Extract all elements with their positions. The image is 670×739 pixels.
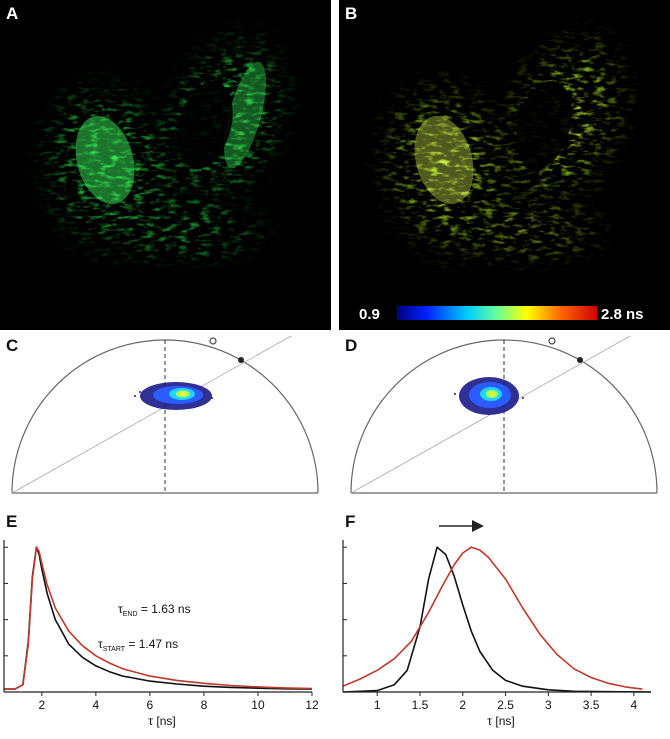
e-x-tick-label: 6: [147, 698, 154, 712]
panel-b-cells: 0.9 2.8 ns: [359, 13, 644, 323]
reference-open-circle: [209, 337, 217, 345]
phasor-cloud-c: [134, 382, 213, 410]
e-x-tick-label: 8: [201, 698, 208, 712]
phasor-plot-d: [350, 330, 658, 494]
tau-end-annotation: τEND = 1.63 ns: [118, 602, 191, 618]
tau-start-annotation: τSTART = 1.47 ns: [98, 637, 178, 653]
panel-d-label: D: [345, 336, 358, 355]
lifetime-histogram-chart: 1 1.5 2 2.5 3 3.5 4 τ [ns]: [342, 520, 652, 728]
panel-c-label: C: [6, 336, 19, 355]
panel-e-decay: 2 4 6 8 10 12 τEND = 1.63 ns τSTART = 1.47 ns…: [0, 512, 331, 734]
e-x-tick-label: 4: [93, 698, 100, 712]
panel-b-label: B: [345, 4, 358, 23]
panel-f-label: F: [345, 512, 356, 531]
f-x-tick-label: 2: [459, 698, 466, 712]
panel-a-micrograph: A: [0, 0, 331, 330]
f-x-tick-label: 4: [631, 698, 638, 712]
panel-f-histogram: 1 1.5 2 2.5 3 3.5 4 τ [ns] F: [339, 512, 670, 734]
colorbar-min-label: 0.9: [359, 306, 380, 323]
e-series-line-0: [4, 546, 313, 690]
reference-filled-circle: [238, 357, 244, 363]
f-x-tick-label: 3.5: [583, 698, 600, 712]
e-series-line-1: [4, 546, 313, 690]
colorbar-max-label: 2.8 ns: [601, 306, 644, 323]
reference-open-circle: [548, 337, 556, 345]
f-x-axis-label: τ [ns]: [487, 714, 514, 728]
phasor-cloud-d: [454, 377, 524, 415]
panel-b-micrograph: 0.9 2.8 ns B: [339, 0, 670, 330]
f-series-line-1: [342, 546, 643, 690]
phasor-plot-c: [11, 330, 319, 494]
panel-d-phasor: D: [339, 330, 670, 506]
e-x-tick-label: 2: [38, 698, 45, 712]
e-x-tick-label: 12: [305, 698, 319, 712]
f-x-tick-label: 2.5: [497, 698, 514, 712]
lifetime-colorbar: [397, 306, 597, 320]
f-x-tick-label: 3: [545, 698, 552, 712]
decay-chart: 2 4 6 8 10 12 τEND = 1.63 ns τSTART = 1.47 ns…: [3, 540, 319, 728]
f-series-line-0: [342, 546, 652, 693]
panel-a-cells: [23, 13, 305, 279]
f-x-tick-label: 1.5: [412, 698, 429, 712]
panel-e-label: E: [6, 512, 18, 531]
panel-c-phasor: C: [0, 330, 331, 506]
e-x-axis-label: τ [ns]: [148, 714, 175, 728]
diagonal-line: [11, 330, 301, 494]
f-x-tick-label: 1: [374, 698, 381, 712]
e-x-tick-label: 10: [251, 698, 265, 712]
panel-a-label: A: [6, 4, 19, 23]
reference-filled-circle: [577, 357, 583, 363]
